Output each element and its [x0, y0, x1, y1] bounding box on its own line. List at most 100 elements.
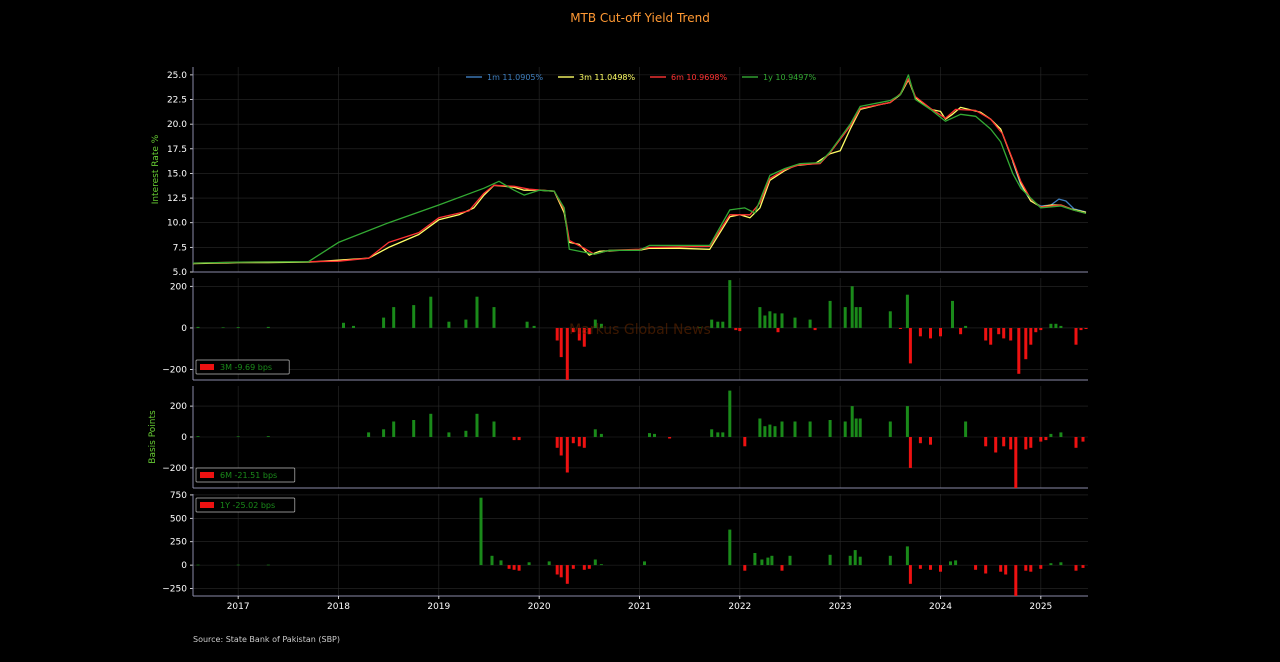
y-tick-label: 15.0	[167, 169, 187, 179]
bar	[918, 437, 922, 444]
bar	[479, 497, 483, 566]
bar	[1039, 328, 1043, 331]
bar	[828, 554, 832, 566]
x-tick-label: 2025	[1029, 602, 1052, 612]
bar	[1039, 437, 1043, 442]
bar	[236, 564, 240, 566]
bar	[753, 553, 757, 566]
y-tick-label: −200	[162, 464, 187, 474]
bar	[1029, 437, 1033, 448]
bar	[429, 413, 433, 437]
bar	[1039, 565, 1043, 569]
bar	[858, 307, 862, 328]
bar	[770, 555, 774, 566]
bar	[555, 437, 559, 448]
bar	[429, 296, 433, 328]
bar	[939, 328, 942, 337]
legend-label: 1m 11.0905%	[487, 73, 544, 82]
bar	[1049, 323, 1053, 328]
diff-1y-panel: −250 0 250 500 750 1Y -25.02 bps	[162, 491, 1088, 597]
bar	[507, 565, 511, 569]
bar	[475, 413, 479, 437]
y-tick-label: 20.0	[167, 120, 187, 130]
bar	[959, 328, 963, 335]
bar	[392, 307, 396, 328]
bar	[738, 328, 742, 332]
bar	[716, 432, 720, 437]
bar	[571, 437, 575, 444]
bar	[1084, 328, 1088, 329]
bar	[196, 436, 200, 437]
bar	[1009, 328, 1013, 341]
bar	[412, 420, 416, 437]
bar	[850, 406, 854, 437]
bar	[492, 307, 496, 328]
bar	[382, 317, 386, 328]
y-tick-label: 0	[181, 433, 187, 443]
bar	[768, 424, 772, 437]
bar	[447, 321, 451, 328]
bar	[559, 437, 563, 456]
bar	[512, 565, 516, 570]
bar	[848, 555, 852, 566]
bar	[763, 315, 767, 328]
bar	[1024, 565, 1028, 571]
bar	[1017, 328, 1021, 374]
bar	[728, 529, 732, 566]
diff-3m-panel: −200 0 200 3M -9.69 bps	[162, 278, 1088, 381]
bar	[716, 321, 720, 328]
bar	[1002, 437, 1006, 447]
bar	[1049, 563, 1053, 566]
bar	[1059, 562, 1063, 566]
bar	[710, 319, 714, 328]
bar	[780, 421, 784, 437]
x-tick-label: 2024	[929, 602, 952, 612]
bar	[898, 328, 902, 329]
x-tick-label: 2017	[227, 602, 250, 612]
bar	[721, 321, 725, 328]
bar	[758, 307, 762, 328]
bar	[1074, 328, 1078, 345]
x-tick-label: 2019	[427, 602, 450, 612]
bar	[599, 323, 603, 328]
bar	[582, 565, 586, 570]
bar	[997, 328, 1001, 335]
bar	[1081, 437, 1085, 442]
bar	[984, 328, 988, 341]
legend-swatch	[200, 364, 214, 370]
bar	[760, 559, 764, 566]
diff-6m-panel: −200 0 200 6M -21.51 bps Basis Points	[148, 386, 1088, 489]
bar	[1014, 437, 1018, 488]
bar	[908, 437, 912, 468]
bar	[858, 556, 862, 566]
bar	[1059, 325, 1063, 328]
bar	[984, 565, 988, 574]
bar	[858, 418, 862, 437]
bar	[587, 328, 591, 335]
bar	[698, 327, 702, 328]
bar	[555, 328, 559, 341]
bar	[236, 436, 240, 437]
bar	[577, 328, 581, 341]
bar	[918, 565, 922, 569]
bar	[743, 565, 747, 571]
bar	[525, 321, 529, 328]
bar	[1049, 433, 1053, 437]
bar	[492, 421, 496, 437]
bar	[853, 550, 857, 566]
bar	[1034, 328, 1038, 333]
bar	[382, 429, 386, 437]
bar	[412, 305, 416, 328]
bar	[648, 433, 651, 437]
bar	[908, 565, 912, 584]
y-tick-label: 750	[170, 491, 187, 501]
bar	[951, 300, 954, 328]
chart-title: MTB Cut-off Yield Trend	[570, 11, 710, 25]
bar	[949, 561, 952, 566]
y-tick-label: 25.0	[167, 71, 187, 81]
bar	[964, 325, 968, 328]
bar	[1004, 565, 1008, 575]
source-note: Source: State Bank of Pakistan (SBP)	[193, 635, 340, 644]
bar	[1029, 328, 1033, 345]
